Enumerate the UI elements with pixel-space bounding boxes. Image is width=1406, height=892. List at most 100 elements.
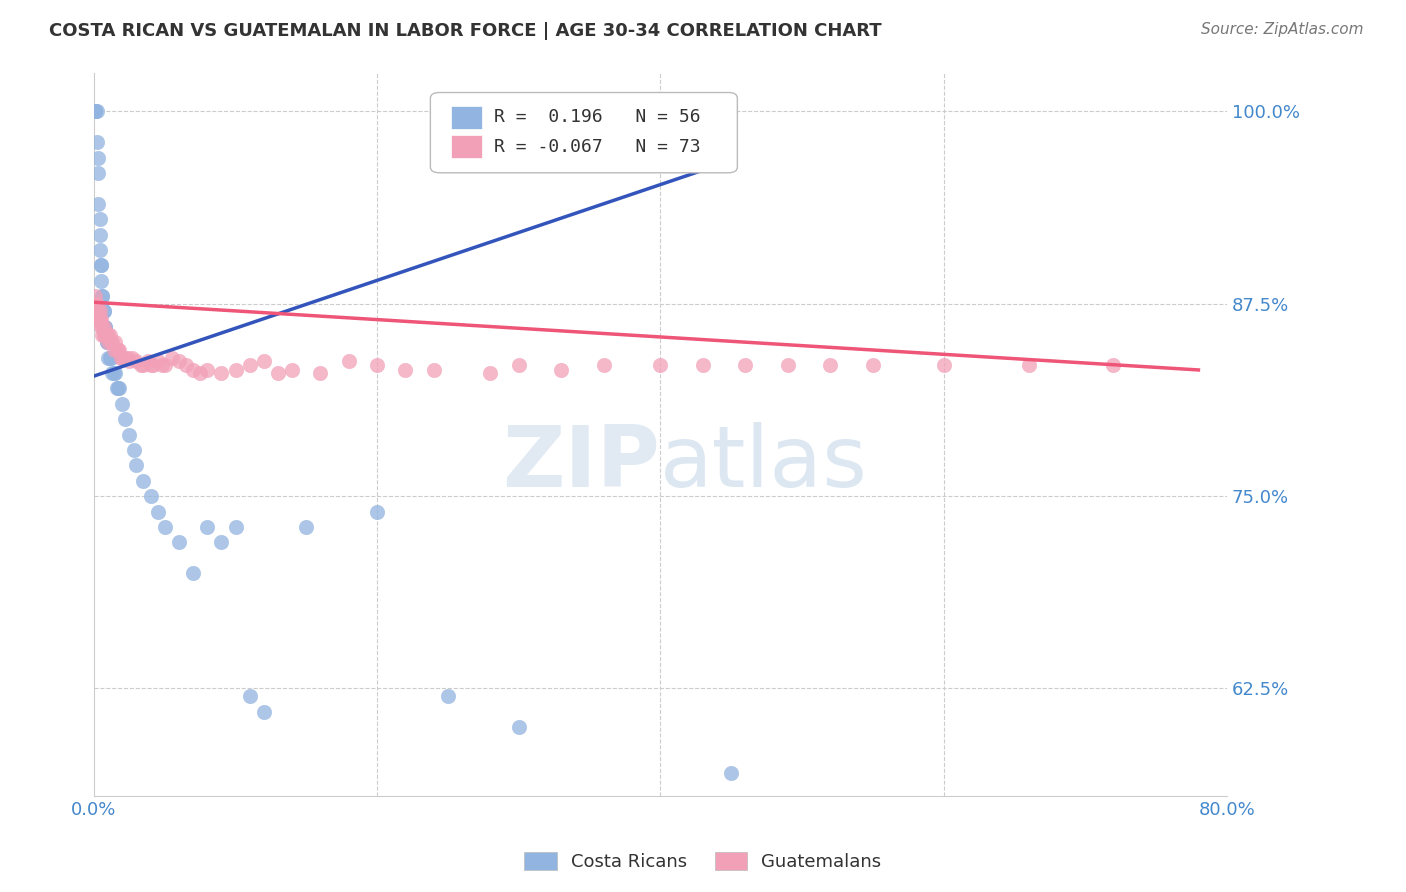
Point <box>136 353 159 368</box>
Point <box>253 705 276 719</box>
Point <box>167 535 190 549</box>
Text: COSTA RICAN VS GUATEMALAN IN LABOR FORCE | AGE 30-34 CORRELATION CHART: COSTA RICAN VS GUATEMALAN IN LABOR FORCE… <box>49 22 882 40</box>
Point <box>181 363 204 377</box>
Point <box>820 359 842 373</box>
Point <box>209 535 232 549</box>
Point <box>423 363 446 377</box>
Point <box>86 135 108 149</box>
Point <box>103 366 125 380</box>
Point <box>86 297 108 311</box>
Point <box>114 412 136 426</box>
Point <box>107 381 129 395</box>
Point <box>108 343 131 357</box>
Point <box>153 359 176 373</box>
Point <box>295 520 318 534</box>
Legend: Costa Ricans, Guatemalans: Costa Ricans, Guatemalans <box>517 846 889 879</box>
Point <box>366 359 388 373</box>
Point <box>720 766 742 780</box>
Point <box>94 319 117 334</box>
Point <box>91 327 114 342</box>
Point <box>592 359 614 373</box>
Point <box>146 353 169 368</box>
Point <box>101 335 124 350</box>
Point <box>84 104 107 119</box>
Point <box>91 289 114 303</box>
Point <box>167 353 190 368</box>
Point <box>90 319 112 334</box>
Point <box>97 351 120 365</box>
Point <box>89 227 111 242</box>
Point <box>195 363 218 377</box>
Point <box>139 359 162 373</box>
Point <box>110 351 132 365</box>
Point <box>84 104 107 119</box>
Point <box>129 359 152 373</box>
Point <box>734 359 756 373</box>
Point <box>125 353 148 368</box>
Point <box>97 335 120 350</box>
Point <box>89 304 111 318</box>
Point <box>98 327 121 342</box>
Point <box>96 327 118 342</box>
Point <box>932 359 955 373</box>
Point <box>253 353 276 368</box>
Point <box>84 304 107 318</box>
Point <box>89 212 111 227</box>
Point <box>366 504 388 518</box>
Point <box>94 319 117 334</box>
Point <box>90 258 112 272</box>
Point <box>105 381 128 395</box>
Point <box>104 335 127 350</box>
Point <box>91 289 114 303</box>
Text: Source: ZipAtlas.com: Source: ZipAtlas.com <box>1201 22 1364 37</box>
Point <box>146 504 169 518</box>
Point <box>98 351 121 365</box>
Text: R = -0.067   N = 73: R = -0.067 N = 73 <box>494 137 700 156</box>
Point <box>650 359 672 373</box>
Point <box>96 335 118 350</box>
Point <box>104 366 127 380</box>
Point <box>117 351 139 365</box>
Point <box>437 689 460 703</box>
Point <box>239 689 262 703</box>
Point <box>1018 359 1040 373</box>
Point <box>94 327 117 342</box>
Point <box>195 520 218 534</box>
Text: ZIP: ZIP <box>502 422 661 505</box>
Point <box>132 359 155 373</box>
Point <box>97 335 120 350</box>
Point <box>150 359 173 373</box>
Point <box>160 351 183 365</box>
Point <box>86 104 108 119</box>
Text: atlas: atlas <box>661 422 869 505</box>
Point <box>1102 359 1125 373</box>
Point <box>107 343 129 357</box>
Point <box>87 196 110 211</box>
Point <box>93 319 115 334</box>
Point <box>87 166 110 180</box>
Point <box>93 304 115 318</box>
Point <box>93 304 115 318</box>
Point <box>96 335 118 350</box>
Point <box>84 297 107 311</box>
Point <box>100 335 122 350</box>
Point <box>93 327 115 342</box>
Point <box>114 351 136 365</box>
Point <box>225 363 247 377</box>
Point <box>90 312 112 326</box>
Point <box>209 366 232 380</box>
Point <box>508 359 530 373</box>
Point <box>309 366 332 380</box>
Point <box>84 104 107 119</box>
Point <box>132 474 155 488</box>
Point <box>181 566 204 580</box>
Point <box>84 312 107 326</box>
Point <box>111 397 134 411</box>
Point <box>84 289 107 303</box>
Point <box>90 258 112 272</box>
Point <box>111 351 134 365</box>
Point <box>125 458 148 473</box>
Point <box>84 104 107 119</box>
FancyBboxPatch shape <box>451 136 482 158</box>
FancyBboxPatch shape <box>430 93 737 173</box>
